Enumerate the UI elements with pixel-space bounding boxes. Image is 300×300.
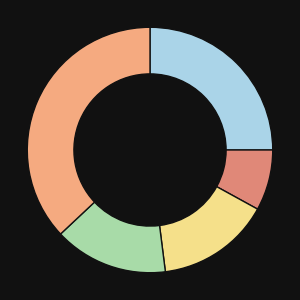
Wedge shape	[27, 27, 150, 234]
Wedge shape	[150, 27, 273, 150]
Wedge shape	[160, 187, 257, 272]
Wedge shape	[217, 150, 273, 209]
Wedge shape	[61, 202, 165, 273]
